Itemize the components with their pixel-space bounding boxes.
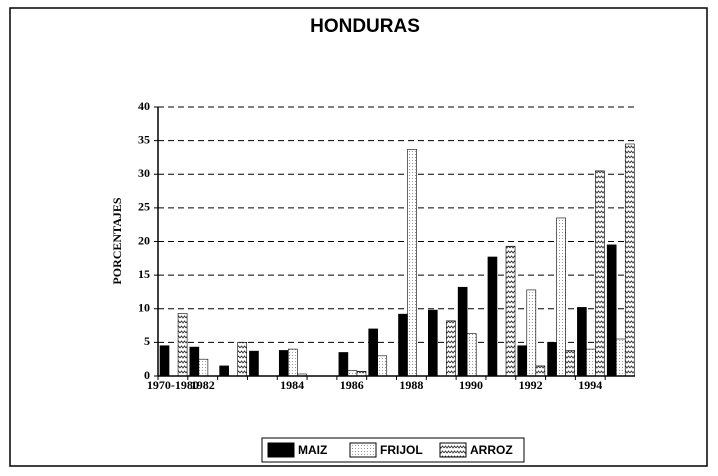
bar (624, 143, 635, 377)
y-tick-label: 35 (138, 132, 150, 146)
x-tick-label: 1992 (519, 378, 543, 392)
x-tick-label: 1970-1980 (147, 378, 199, 392)
bar (446, 320, 456, 377)
y-tick-label: 25 (138, 200, 150, 214)
bar (249, 350, 259, 377)
x-tick-label: 1986 (340, 378, 364, 392)
y-tick-label: 40 (138, 99, 150, 113)
bar (487, 256, 498, 377)
y-tick-label: 30 (138, 166, 150, 180)
frame (9, 7, 708, 467)
bar (198, 358, 209, 377)
y-tick-label: 5 (144, 334, 150, 348)
bar (398, 313, 408, 377)
bar (556, 217, 566, 377)
bar (466, 333, 477, 377)
bar (219, 365, 229, 377)
y-tick-label: 15 (138, 267, 150, 281)
legend-label: FRIJOL (380, 443, 423, 457)
chart-title: HONDURAS (310, 16, 420, 37)
bar (615, 338, 626, 377)
legend-label: MAIZ (298, 443, 327, 457)
bar (189, 346, 200, 377)
y-tick-label: 10 (138, 301, 150, 315)
legend-swatch (267, 442, 295, 458)
bar (457, 286, 468, 377)
bar (547, 342, 557, 377)
bar (535, 365, 546, 377)
bar (526, 289, 537, 377)
y-axis-label: PORCENTAJES (110, 197, 124, 284)
bar (287, 348, 298, 377)
legend-frame (261, 437, 525, 463)
bar (338, 352, 349, 377)
bar (347, 370, 358, 377)
bar (606, 244, 617, 377)
x-tick-label: 1984 (280, 378, 304, 392)
x-tick-label: 1990 (459, 378, 483, 392)
bar (407, 149, 417, 377)
bar (428, 309, 438, 377)
bar (237, 342, 248, 377)
bar (368, 328, 379, 377)
legend-label: ARROZ (470, 443, 513, 457)
y-tick-label: 20 (138, 233, 150, 247)
bar (377, 355, 388, 377)
bar (517, 345, 528, 377)
bar (595, 170, 605, 377)
x-tick-label: 1982 (191, 378, 215, 392)
bar (505, 245, 516, 377)
bar (159, 345, 170, 377)
legend-swatch (439, 442, 467, 458)
bar (177, 313, 188, 377)
x-tick-label: 1994 (578, 378, 602, 392)
bar (278, 350, 289, 377)
bar (586, 348, 596, 377)
legend-swatch (349, 442, 377, 458)
x-tick-label: 1988 (399, 378, 423, 392)
y-tick-label: 0 (144, 368, 150, 382)
bar (577, 307, 587, 377)
bar (565, 350, 575, 377)
